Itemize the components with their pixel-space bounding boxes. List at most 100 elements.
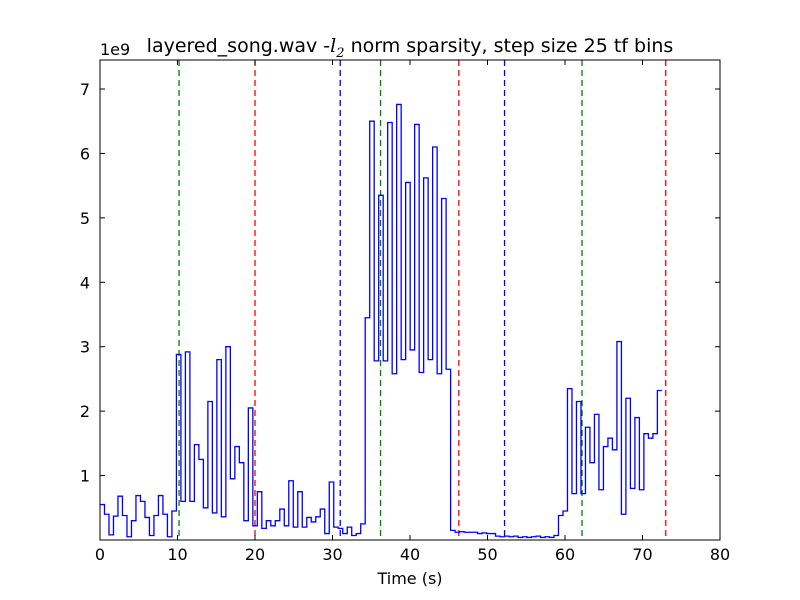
x-axis-ticks: 0 10 20 30 40 50 60 70 80 bbox=[95, 60, 730, 564]
data-point bbox=[245, 520, 246, 521]
data-point bbox=[619, 341, 620, 342]
data-point bbox=[452, 530, 453, 531]
data-point bbox=[111, 534, 112, 535]
data-point bbox=[263, 528, 264, 529]
data-point bbox=[502, 536, 503, 537]
data-point bbox=[403, 359, 404, 360]
data-point bbox=[412, 349, 413, 350]
data-point bbox=[295, 527, 296, 528]
y-tick-label: 7 bbox=[80, 80, 90, 99]
data-point bbox=[425, 177, 426, 178]
data-point bbox=[349, 527, 350, 528]
data-point bbox=[353, 535, 354, 536]
data-point bbox=[461, 531, 462, 532]
x-axis-label: Time (s) bbox=[376, 569, 442, 588]
data-point bbox=[106, 514, 107, 515]
data-point bbox=[587, 427, 588, 428]
data-point bbox=[434, 146, 435, 147]
data-point bbox=[632, 488, 633, 489]
data-point bbox=[214, 512, 215, 513]
data-point bbox=[156, 515, 157, 516]
data-point bbox=[470, 532, 471, 533]
data-point bbox=[169, 536, 170, 537]
data-point bbox=[569, 388, 570, 389]
data-point bbox=[344, 533, 345, 534]
data-point bbox=[380, 195, 381, 196]
data-point bbox=[223, 516, 224, 517]
data-point bbox=[250, 407, 251, 408]
data-point bbox=[362, 523, 363, 524]
x-tick-label: 50 bbox=[477, 545, 497, 564]
data-point bbox=[416, 124, 417, 125]
data-point bbox=[254, 525, 255, 526]
data-point bbox=[506, 536, 507, 537]
data-point bbox=[147, 517, 148, 518]
data-point bbox=[650, 438, 651, 439]
data-point bbox=[120, 496, 121, 497]
x-tick-label: 60 bbox=[555, 545, 575, 564]
data-point bbox=[192, 501, 193, 502]
data-point bbox=[601, 489, 602, 490]
data-point bbox=[232, 478, 233, 479]
y-axis-ticks: 1 2 3 4 5 6 7 bbox=[80, 80, 720, 486]
y-tick-label: 1 bbox=[80, 467, 90, 486]
data-point bbox=[610, 438, 611, 439]
data-point bbox=[335, 527, 336, 528]
y-tick-label: 5 bbox=[80, 209, 90, 228]
vertical-markers bbox=[178, 60, 667, 540]
data-point bbox=[151, 535, 152, 536]
data-point bbox=[511, 536, 512, 537]
data-point bbox=[524, 536, 525, 537]
data-point bbox=[439, 373, 440, 374]
data-point bbox=[308, 517, 309, 518]
data-point bbox=[551, 537, 552, 538]
data-point bbox=[547, 536, 548, 537]
data-point bbox=[205, 507, 206, 508]
data-point bbox=[272, 525, 273, 526]
chart-title: layered_song.wav -l2 norm sparsity, step… bbox=[147, 35, 674, 61]
data-point bbox=[299, 491, 300, 492]
data-point bbox=[565, 510, 566, 511]
data-point bbox=[398, 104, 399, 105]
data-point bbox=[358, 533, 359, 534]
data-point bbox=[196, 444, 197, 445]
data-point bbox=[637, 417, 638, 418]
x-tick-label: 30 bbox=[322, 545, 342, 564]
data-point bbox=[493, 533, 494, 534]
data-point bbox=[605, 446, 606, 447]
data-point bbox=[340, 528, 341, 529]
data-point bbox=[124, 515, 125, 516]
data-point bbox=[281, 508, 282, 509]
data-point bbox=[102, 504, 103, 505]
data-point bbox=[488, 533, 489, 534]
data-point bbox=[574, 493, 575, 494]
data-point bbox=[304, 527, 305, 528]
data-point bbox=[538, 536, 539, 537]
data-point bbox=[655, 433, 656, 434]
data-point bbox=[394, 373, 395, 374]
x-tick-label: 80 bbox=[710, 545, 730, 564]
data-point bbox=[322, 508, 323, 509]
data-point bbox=[479, 533, 480, 534]
data-point bbox=[596, 414, 597, 415]
chart-title-subscript: 2 bbox=[335, 46, 344, 61]
data-point bbox=[219, 359, 220, 360]
data-point bbox=[183, 501, 184, 502]
data-point bbox=[187, 351, 188, 352]
data-point bbox=[133, 520, 134, 521]
offset-label: 1e9 bbox=[100, 40, 130, 59]
data-point bbox=[160, 495, 161, 496]
data-point bbox=[165, 514, 166, 515]
data-point bbox=[115, 516, 116, 517]
data-point bbox=[407, 182, 408, 183]
data-point bbox=[515, 536, 516, 537]
data-point bbox=[560, 515, 561, 516]
data-point bbox=[421, 372, 422, 373]
y-tick-label: 2 bbox=[80, 402, 90, 421]
data-point bbox=[277, 520, 278, 521]
series-group bbox=[100, 103, 662, 539]
data-point bbox=[623, 514, 624, 515]
data-point bbox=[268, 520, 269, 521]
